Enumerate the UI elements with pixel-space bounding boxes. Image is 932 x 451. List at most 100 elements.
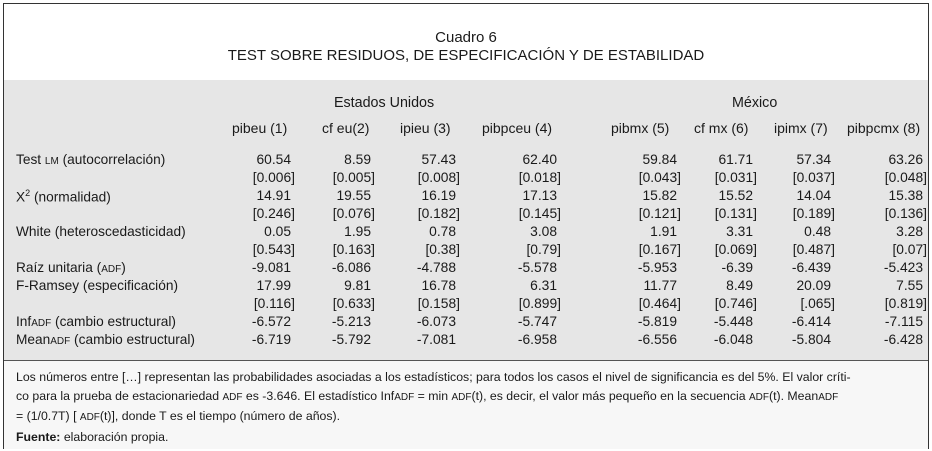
table-title: Cuadro 6: [435, 29, 497, 46]
row-label: F-Ramsey (especificación): [16, 278, 179, 293]
table-cell-prob: [0.005]: [332, 170, 375, 185]
table-cell-value: -6.414: [791, 314, 831, 329]
table-cell-value: 57.43: [421, 152, 456, 167]
notes-text: Los números entre […] representan las pr…: [16, 368, 916, 446]
table-cell-prob: [0.121]: [638, 206, 681, 221]
table-cell-value: 14.91: [256, 188, 291, 203]
table-cell-value: -6.556: [637, 332, 677, 347]
row-label: X2 (normalidad): [16, 188, 111, 205]
table-cell-value: -5.578: [517, 260, 557, 275]
table-cell-value: 8.49: [726, 278, 753, 293]
table-cell-value: 9.81: [344, 278, 371, 293]
table-cell-value: -5.747: [517, 314, 557, 329]
note-line-2: co para la prueba de estacionariedad ADF…: [16, 388, 839, 403]
table-cell-value: 3.28: [896, 224, 923, 239]
table-cell-prob: [0.38]: [425, 242, 460, 257]
table-cell-value: 11.77: [643, 278, 677, 293]
table-cell-value: -5.213: [331, 314, 371, 329]
table-cell-value: 59.84: [642, 152, 677, 167]
table-cell-prob: [0.018]: [518, 170, 561, 185]
table-cell-prob: [0.189]: [792, 206, 835, 221]
table-cell-value: -5.804: [791, 332, 831, 347]
group-header-mx: México: [732, 95, 778, 111]
row-label: Test LM (autocorrelación): [16, 152, 166, 167]
source-line: Fuente: elaboración propia.: [16, 429, 169, 444]
column-header: cf eu(2): [322, 120, 370, 136]
table-cell-value: -5.792: [331, 332, 371, 347]
table-subtitle: TEST SOBRE RESIDUOS, DE ESPECIFICACIÓN Y…: [227, 47, 705, 64]
table-cell-prob: [0.167]: [638, 242, 681, 257]
table-cell-prob: [0.899]: [518, 296, 561, 311]
table-cell-value: -7.081: [416, 332, 456, 347]
row-label: InfADF (cambio estructural): [16, 314, 176, 329]
table-cell-value: -5.448: [713, 314, 753, 329]
table-cell-prob: [0.746]: [714, 296, 757, 311]
table-cell-value: 60.54: [256, 152, 291, 167]
table-cell-value: 0.78: [429, 224, 456, 239]
table-cell-value: -6.428: [883, 332, 923, 347]
note-line-3: = (1/0.7T) [ ADF(t)], donde T es el tiem…: [16, 409, 341, 423]
table-cell-value: -6.958: [517, 332, 557, 347]
row-label: Raíz unitaria (ADF): [16, 260, 126, 275]
table-cell-value: 16.19: [421, 188, 456, 203]
table-cell-prob: [0.008]: [417, 170, 460, 185]
table-cell-value: -4.788: [416, 260, 456, 275]
table-cell-value: 3.31: [726, 224, 753, 239]
table-cell-value: -6.439: [791, 260, 831, 275]
table-cell-prob: [0.006]: [252, 170, 295, 185]
table-cell-value: 62.40: [522, 152, 557, 167]
row-label: MeanADF (cambio estructural): [16, 332, 195, 347]
group-header-us: Estados Unidos: [334, 95, 435, 111]
table-cell-prob: [0.031]: [714, 170, 757, 185]
table-cell-value: -6.048: [713, 332, 753, 347]
column-header: pibeu (1): [232, 120, 288, 136]
table-cell-prob: [0.043]: [638, 170, 681, 185]
table-cell-value: 7.55: [896, 278, 923, 293]
table-cell-prob: [0.136]: [884, 206, 927, 221]
table-cell-value: -5.953: [637, 260, 677, 275]
table-cell-prob: [0.076]: [332, 206, 375, 221]
table-cell-prob: [0.819]: [884, 296, 927, 311]
column-header: cf mx (6): [694, 120, 749, 136]
table-cell-prob: [0.037]: [792, 170, 835, 185]
table-cell-value: 8.59: [344, 152, 371, 167]
table-cell-value: 0.48: [804, 224, 831, 239]
table-cell-value: 16.78: [421, 278, 456, 293]
table-cell-value: 1.91: [650, 224, 677, 239]
column-header: pibpcmx (8): [847, 120, 921, 136]
table-cell-value: 3.08: [530, 224, 557, 239]
table-cell-prob: [0.163]: [332, 242, 375, 257]
table-cell-prob: [.065]: [800, 296, 835, 311]
table-cell-value: 15.38: [888, 188, 923, 203]
table-cell-value: -6.39: [721, 260, 753, 275]
table-cell-prob: [0.158]: [417, 296, 460, 311]
note-line-1: Los números entre […] representan las pr…: [16, 370, 851, 384]
table-cell-prob: [0.633]: [332, 296, 375, 311]
table-cell-value: 61.71: [718, 152, 753, 167]
column-header: ipimx (7): [774, 120, 828, 136]
table-cell-prob: [0.116]: [253, 296, 295, 311]
table-cell-value: 6.31: [530, 278, 557, 293]
table-cell-value: -9.081: [251, 260, 291, 275]
table-frame: Cuadro 6 TEST SOBRE RESIDUOS, DE ESPECIF…: [3, 3, 929, 449]
table-cell-value: 20.09: [796, 278, 831, 293]
table-cell-value: 1.95: [344, 224, 371, 239]
table-cell-value: 17.99: [256, 278, 291, 293]
table-cell-value: -6.073: [416, 314, 456, 329]
table-cell-value: 57.34: [796, 152, 831, 167]
column-header: pibmx (5): [611, 120, 670, 136]
table-cell-prob: [0.069]: [714, 242, 757, 257]
table-cell-value: -6.719: [251, 332, 291, 347]
table-cell-value: -5.819: [637, 314, 677, 329]
table-body: [4, 80, 928, 360]
table-cell-prob: [0.07]: [892, 242, 927, 257]
table-cell-prob: [0.246]: [252, 206, 295, 221]
table-cell-prob: [0.543]: [252, 242, 295, 257]
column-header: pibpceu (4): [482, 120, 553, 136]
table-cell-value: 63.26: [888, 152, 923, 167]
table-cell-prob: [0.79]: [526, 242, 561, 257]
table-cell-value: 14.04: [796, 188, 831, 203]
table-cell-prob: [0.145]: [518, 206, 561, 221]
table-cell-value: -6.086: [331, 260, 371, 275]
table-cell-value: 17.13: [522, 188, 557, 203]
